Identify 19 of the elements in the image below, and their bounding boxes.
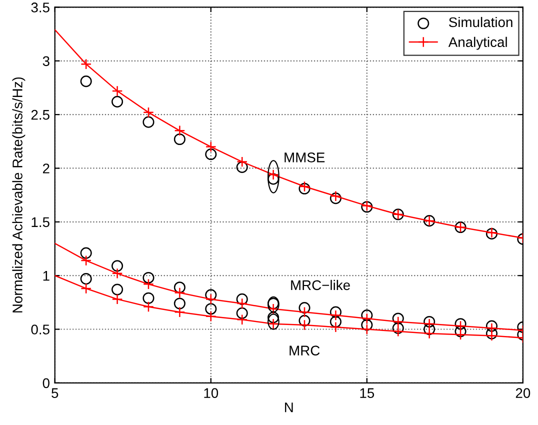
y-tick-label: 3.5	[31, 2, 50, 12]
annotation: MRC−like	[291, 280, 350, 290]
x-tick-label: 10	[204, 388, 218, 398]
x-tick-label: 15	[360, 388, 374, 398]
y-tick-label: 2	[42, 164, 50, 174]
x-axis-title: N	[285, 402, 293, 412]
annotation: MMSE	[284, 152, 325, 162]
legend-label: Analytical	[448, 36, 507, 50]
annotation: MRC	[290, 346, 320, 356]
y-tick-label: 0.5	[31, 324, 50, 334]
legend-label: Simulation	[449, 16, 512, 28]
y-tick-label: 3	[42, 56, 50, 66]
y-tick-label: 0	[42, 378, 50, 388]
y-tick-label: 1.5	[32, 217, 50, 228]
x-tick-label: 5	[52, 388, 58, 398]
y-tick-label: 2.5	[31, 110, 50, 120]
y-axis-title: Normalized Achievable Rate(bits/s/Hz)	[12, 77, 26, 312]
y-tick-label: 1	[43, 271, 50, 281]
x-tick-label: 20	[516, 388, 530, 398]
